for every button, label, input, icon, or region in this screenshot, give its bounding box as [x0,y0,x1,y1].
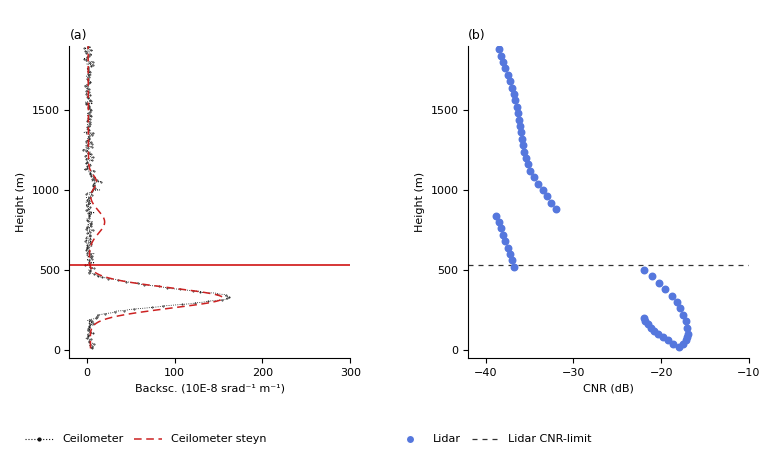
Point [646,273,659,280]
Point [507,263,520,270]
Point [648,327,660,335]
Y-axis label: Height (m): Height (m) [415,172,425,232]
Point [513,116,525,123]
Point [645,324,657,331]
Point [493,218,505,226]
Text: (a): (a) [69,29,87,42]
Point [497,231,510,238]
Point [493,45,505,53]
Point [681,334,693,341]
Point [513,122,526,129]
Point [506,84,518,91]
Point [671,298,683,306]
Point [515,129,527,136]
Point [653,279,665,286]
Point [550,206,562,213]
Point [497,58,510,66]
Point [679,318,692,325]
Legend: Lidar, Lidar CNR-limit: Lidar, Lidar CNR-limit [391,430,597,449]
Point [545,199,557,207]
Point [642,321,654,328]
Point [537,186,549,194]
Point [652,330,665,338]
Legend: Ceilometer, Ceilometer steyn: Ceilometer, Ceilometer steyn [21,430,271,449]
Point [518,148,530,155]
Y-axis label: Height (m): Height (m) [16,172,26,232]
Point [502,71,514,78]
Point [532,180,544,187]
Point [679,337,692,344]
Point [496,52,508,59]
Text: (b): (b) [468,29,486,42]
Point [516,141,529,149]
Point [504,250,516,257]
Point [665,292,678,299]
Point [516,135,528,142]
Point [674,305,686,312]
Point [496,225,508,232]
Point [506,257,518,264]
Point [522,161,534,168]
Point [667,340,679,347]
Point [682,330,695,338]
Point [510,97,522,104]
Point [512,109,524,117]
Point [507,90,520,98]
Point [681,324,693,331]
X-axis label: CNR (dB): CNR (dB) [583,383,634,393]
Point [677,340,689,347]
Point [638,314,650,322]
Point [638,266,650,274]
Point [499,237,511,245]
Point [504,78,516,85]
Point [520,154,532,162]
Point [490,212,503,219]
Point [659,285,672,293]
Point [639,318,652,325]
Point [677,311,689,319]
Point [524,167,537,174]
Point [672,343,685,351]
X-axis label: Backsc. (10E-8 srad⁻¹ m⁻¹): Backsc. (10E-8 srad⁻¹ m⁻¹) [135,383,285,393]
Point [662,337,674,344]
Point [528,174,540,181]
Point [502,244,514,251]
Point [499,65,511,72]
Point [541,193,554,200]
Point [657,334,669,341]
Point [511,103,523,111]
